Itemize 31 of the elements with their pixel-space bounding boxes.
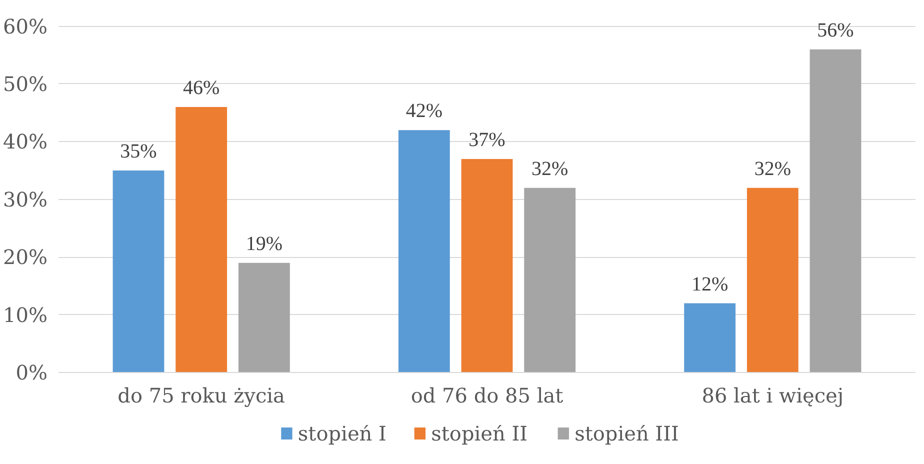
x-tick-label: od 76 do 85 lat [410, 384, 564, 408]
y-tick-label: 40% [3, 130, 48, 154]
bar [684, 303, 736, 372]
y-tick-label: 0% [16, 360, 48, 384]
data-label: 32% [532, 158, 568, 180]
legend-label: stopień I [298, 422, 386, 446]
bar [810, 49, 862, 372]
data-label: 46% [183, 77, 220, 100]
x-tick-label: do 75 roku życia [118, 384, 286, 408]
bar [238, 262, 290, 372]
data-label: 42% [406, 100, 442, 122]
y-tick-label: 20% [3, 245, 48, 270]
data-label: 56% [817, 19, 854, 42]
y-tick-label: 30% [3, 187, 48, 212]
data-label: 35% [120, 140, 157, 163]
legend-label: stopień III [574, 422, 679, 446]
y-tick-label: 10% [3, 302, 48, 327]
x-tick-label: 86 lat i więcej [702, 384, 844, 408]
data-label: 19% [246, 232, 283, 255]
bar [176, 107, 228, 372]
y-tick-label: 50% [3, 72, 48, 96]
data-label: 12% [691, 273, 728, 296]
data-label: 32% [754, 158, 792, 180]
bar [398, 130, 450, 372]
bar [112, 170, 164, 372]
data-label: 37% [468, 128, 506, 151]
bar [524, 188, 576, 372]
bar [461, 158, 513, 372]
y-tick-label: 60% [3, 14, 48, 38]
legend-label: stopień II [431, 422, 528, 446]
bar [746, 188, 798, 372]
